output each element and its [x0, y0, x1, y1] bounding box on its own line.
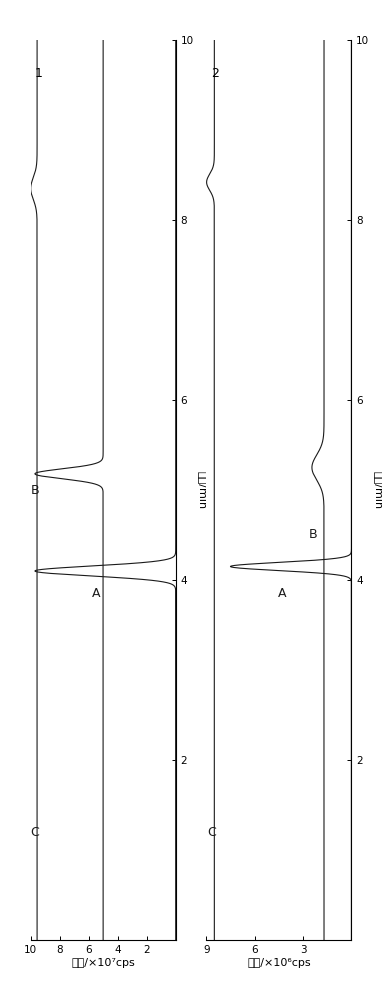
- X-axis label: 强度/×10⁷cps: 强度/×10⁷cps: [71, 958, 135, 968]
- Text: 1: 1: [35, 67, 43, 80]
- Text: 2: 2: [210, 67, 219, 80]
- Text: C: C: [207, 826, 216, 838]
- Y-axis label: 时间/min: 时间/min: [197, 471, 207, 509]
- Text: A: A: [278, 587, 286, 600]
- Text: A: A: [92, 587, 100, 600]
- X-axis label: 强度/×10⁶cps: 强度/×10⁶cps: [247, 958, 311, 968]
- Text: B: B: [309, 528, 318, 542]
- Y-axis label: 时间/min: 时间/min: [373, 471, 382, 509]
- Text: B: B: [31, 484, 39, 496]
- Text: C: C: [30, 826, 39, 838]
